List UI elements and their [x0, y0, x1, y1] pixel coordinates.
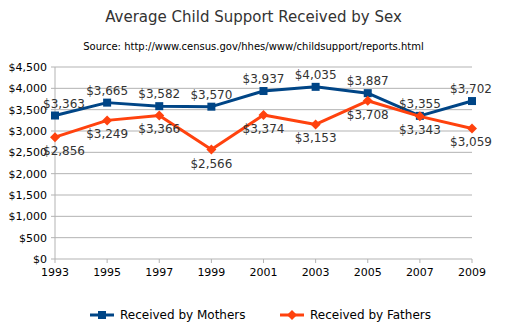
- x-tick-label: 2003: [302, 266, 330, 279]
- legend-label: Received by Mothers: [120, 308, 246, 322]
- background: [0, 0, 507, 335]
- x-tick-label: 1999: [197, 266, 225, 279]
- y-tick: [51, 67, 55, 68]
- y-tick-label: $500: [19, 232, 47, 245]
- data-label: $3,582: [138, 87, 180, 101]
- data-label: $3,702: [450, 82, 492, 96]
- data-label: $4,035: [295, 68, 337, 82]
- x-tick: [159, 259, 160, 263]
- y-tick: [51, 259, 55, 260]
- x-tick: [263, 259, 264, 263]
- point: [468, 97, 476, 105]
- point: [363, 96, 373, 106]
- y-tick: [51, 131, 55, 132]
- grid-line: [55, 237, 472, 238]
- y-tick-label: $4,000: [9, 82, 48, 95]
- data-label: $3,665: [86, 84, 128, 98]
- y-tick: [51, 237, 55, 238]
- data-label: $3,249: [86, 127, 128, 141]
- x-tick-label: 1995: [93, 266, 121, 279]
- grid-line: [55, 216, 472, 217]
- grid-line: [55, 195, 472, 196]
- x-tick-label: 2005: [354, 266, 382, 279]
- data-label: $3,059: [450, 135, 492, 149]
- x-tick-label: 1997: [145, 266, 173, 279]
- point: [206, 145, 216, 155]
- data-label: $3,366: [138, 122, 180, 136]
- point: [260, 87, 268, 95]
- x-tick: [315, 259, 316, 263]
- x-tick: [472, 259, 473, 263]
- subtitle: Source: http://www.census.gov/hhes/www/c…: [83, 41, 424, 52]
- point: [103, 99, 111, 107]
- data-label: $3,887: [347, 74, 389, 88]
- y-tick-label: $4,500: [9, 61, 48, 74]
- y-tick: [51, 88, 55, 89]
- x-tick: [419, 259, 420, 263]
- grid-line: [55, 173, 472, 174]
- x-tick-label: 1993: [41, 266, 69, 279]
- data-label: $3,153: [295, 131, 337, 145]
- y-tick-label: $1,000: [9, 210, 48, 223]
- y-tick-label: $3,000: [9, 125, 48, 138]
- point: [51, 112, 59, 120]
- chart: Average Child Support Received by Sex Sou…: [0, 0, 507, 335]
- y-tick-label: $3,500: [9, 104, 48, 117]
- y-tick-label: $2,000: [9, 168, 48, 181]
- x-tick: [55, 259, 56, 263]
- legend-marker: [287, 310, 297, 320]
- legend-label: Received by Fathers: [310, 308, 431, 322]
- y-tick: [51, 173, 55, 174]
- data-label: $3,708: [347, 108, 389, 122]
- x-tick-label: 2007: [406, 266, 434, 279]
- title: Average Child Support Received by Sex: [105, 8, 402, 26]
- point: [311, 119, 321, 129]
- point: [312, 83, 320, 91]
- x-tick: [211, 259, 212, 263]
- point: [102, 115, 112, 125]
- point: [467, 123, 477, 133]
- data-label: $3,570: [190, 88, 232, 102]
- data-label: $3,374: [243, 122, 285, 136]
- grid-line: [55, 67, 472, 68]
- point: [50, 132, 60, 142]
- plot-area: [50, 83, 477, 155]
- legend-marker: [98, 311, 106, 319]
- point: [415, 111, 425, 121]
- data-label: $3,363: [43, 97, 85, 111]
- data-label: $3,343: [399, 123, 441, 137]
- grid-line: [55, 152, 472, 153]
- y-tick-label: $1,500: [9, 189, 48, 202]
- data-label: $2,566: [190, 157, 232, 171]
- data-label: $3,937: [243, 72, 285, 86]
- point: [154, 110, 164, 120]
- point: [155, 102, 163, 110]
- x-tick-label: 2001: [250, 266, 278, 279]
- point: [259, 110, 269, 120]
- data-label: $2,856: [43, 144, 85, 158]
- data-label: $3,355: [399, 97, 441, 111]
- x-tick: [107, 259, 108, 263]
- y-tick-label: $2,500: [9, 146, 48, 159]
- x-tick-label: 2009: [458, 266, 486, 279]
- x-tick: [367, 259, 368, 263]
- point: [207, 103, 215, 111]
- y-tick: [51, 195, 55, 196]
- y-tick: [51, 216, 55, 217]
- y-tick-label: $0: [33, 253, 47, 266]
